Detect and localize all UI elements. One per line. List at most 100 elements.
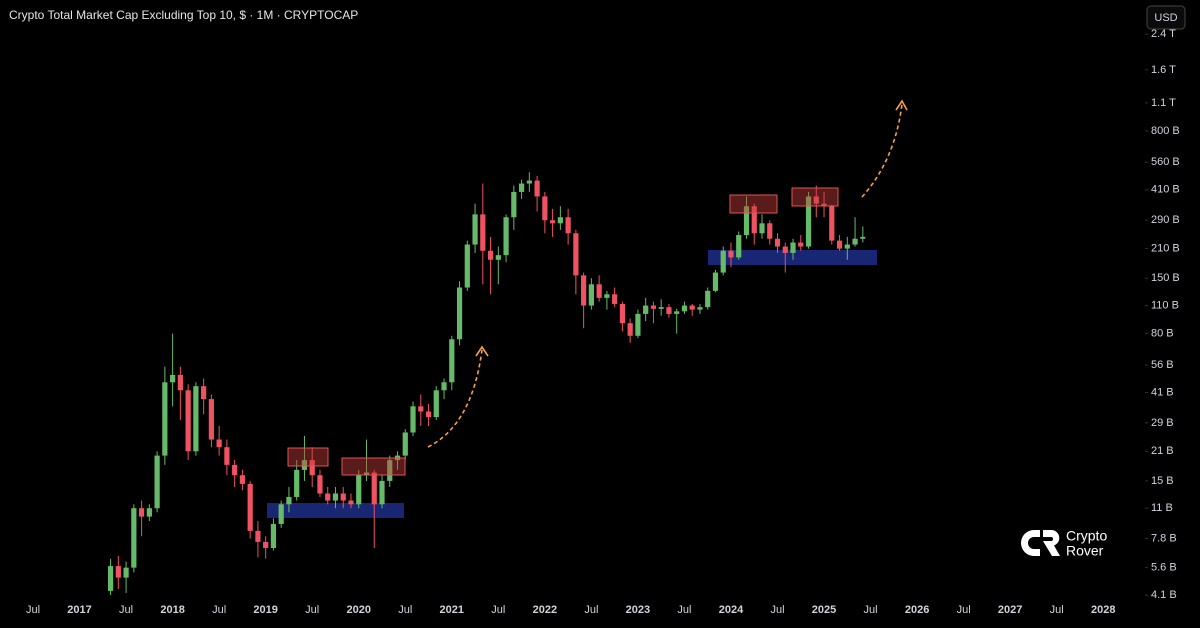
candle-body [557,217,563,224]
candles [107,172,866,596]
x-tick-label: Jul [398,604,412,616]
resistance-zone [729,194,778,214]
candle-body [177,374,183,391]
candle-body [480,214,486,251]
logo-c [1021,530,1040,556]
axes: 2.4 T 1.6 T 1.1 T 800 B 560 B 410 B 290 B 210 B… [26,28,1180,621]
watermark: Crypto Rover [1021,528,1107,559]
x-tick-label: 2025 [812,604,836,616]
candle-body [418,406,424,412]
y-tick-label: 11 B [1151,502,1173,514]
candle-body [131,508,137,568]
y-tick-label: 800 B [1151,125,1180,137]
support-zone [708,250,877,265]
candle-body [255,530,261,542]
candle-body [844,244,850,249]
candle-body [309,460,315,476]
candle-body [658,307,664,309]
candle-body [767,223,773,239]
candle-body [503,217,509,256]
candle-body [301,460,308,470]
y-tick-label: 4.1 B [1151,589,1177,601]
arrow-head [475,345,489,357]
candle-body [232,464,238,476]
x-tick-label: 2023 [626,604,650,616]
logo-r [1043,530,1060,556]
x-tick-label: 2027 [998,604,1022,616]
candle-body [247,483,253,531]
candle-body [123,567,129,578]
currency-box[interactable] [1146,5,1186,30]
candle-body [270,523,277,548]
candle-body [487,250,494,260]
candle-body [798,242,804,247]
y-tick-label: 1.1 T [1151,97,1176,109]
y-tick-label: 2.4 T [1151,28,1176,40]
currency-label[interactable]: USD [1154,12,1177,24]
x-tick-label: 2018 [160,604,184,616]
candle-body [836,240,843,249]
candle-body [138,508,145,517]
candle-body [348,500,354,505]
y-tick-label: 21 B [1151,445,1174,457]
candle-body [681,305,688,312]
x-tick-label: Jul [1050,604,1064,616]
candle-body [170,374,176,383]
candle-body [239,475,246,484]
y-tick-label: 290 B [1151,214,1180,226]
watermark-text: Crypto [1066,528,1107,544]
x-tick-label: Jul [305,604,319,616]
candle-body [495,255,501,260]
y-tick-label: 110 B [1151,299,1179,311]
x-tick-label: 2022 [533,604,557,616]
candle-body [596,284,602,298]
candle-body [387,460,393,481]
x-tick-label: 2028 [1091,604,1115,616]
candle-body [565,217,571,234]
candle-body [751,206,757,234]
y-tick-label: 15 B [1151,475,1174,487]
x-tick-label: Jul [584,604,598,616]
watermark-text: Rover [1066,543,1104,559]
candle-body [402,432,408,456]
candle-body [379,480,385,505]
candle-body [433,390,439,418]
candle-body [317,475,323,494]
candle-body [550,220,556,224]
candle-body [712,272,719,291]
candle-body [146,508,152,517]
candle-body [581,275,587,306]
candle-body [340,493,346,501]
candle-body [619,303,626,324]
x-tick-label: 2019 [253,604,277,616]
candle-body [774,238,781,247]
resistance-zone [341,457,406,476]
candle-body [604,294,610,298]
candle-body [185,390,191,452]
candle-body [410,406,416,433]
currency-button[interactable]: USD [1146,5,1186,30]
candle-body [612,294,618,304]
y-tick-label: 41 B [1151,386,1174,398]
candle-body [201,386,207,400]
candle-body [782,246,788,253]
candle-body [456,287,463,340]
candle-body [263,541,269,548]
candle-body [162,382,168,456]
candle-body [356,475,362,505]
candle-body [216,439,222,448]
candle-body [674,311,680,314]
candle-body [573,233,579,276]
y-tick-label: 410 B [1151,184,1180,196]
candle-body [736,235,742,258]
x-tick-label: Jul [212,604,226,616]
candle-body [332,493,339,501]
x-tick-label: Jul [957,604,971,616]
candle-body [115,566,121,578]
chart-title: Crypto Total Market Cap Excluding Top 10… [9,8,358,22]
candle-body [511,191,517,218]
candle-body [813,196,819,204]
candle-body [635,313,641,336]
